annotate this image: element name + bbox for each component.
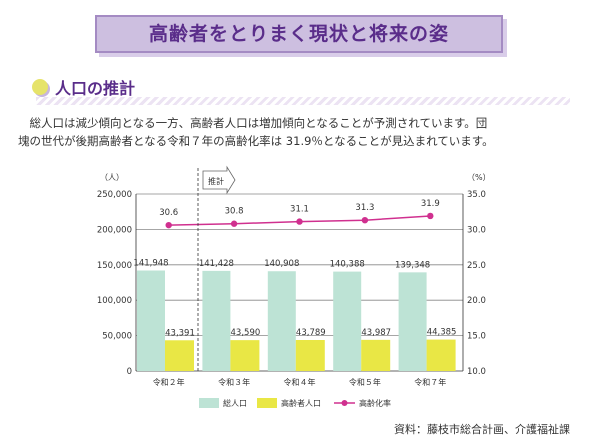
paragraph-line: 塊の世代が後期高齢者となる令和７年の高齢化率は 31.9％となることが見込まれて… bbox=[18, 134, 494, 148]
bar-elderly-population bbox=[165, 340, 194, 371]
x-axis-tick: 令和２年 bbox=[153, 377, 185, 387]
data-label-rate: 30.8 bbox=[225, 207, 244, 217]
bar-total-population bbox=[202, 270, 231, 371]
data-label-total: 141,948 bbox=[133, 259, 168, 269]
data-label-rate: 30.6 bbox=[159, 208, 178, 218]
left-axis-tick: 50,000 bbox=[102, 332, 132, 342]
bar-total-population bbox=[398, 272, 427, 371]
aging-rate-point bbox=[361, 216, 369, 224]
bar-elderly-population bbox=[295, 339, 325, 371]
section-title: 人口の推計 bbox=[55, 79, 136, 98]
bar-elderly-population bbox=[426, 339, 456, 371]
right-axis-tick: 35.0 bbox=[467, 190, 486, 200]
right-axis-tick: 30.0 bbox=[467, 225, 486, 235]
legend-label: 高齢化率 bbox=[359, 398, 391, 408]
aging-rate-point bbox=[230, 220, 238, 227]
legend-marker-rate bbox=[341, 400, 348, 406]
right-axis-tick: 10.0 bbox=[467, 367, 486, 377]
data-label-elderly: 43,987 bbox=[361, 328, 391, 338]
right-axis-tick: 25.0 bbox=[467, 261, 486, 271]
source-note: 資料：藤枝市総合計画、介護福祉課 bbox=[394, 423, 570, 436]
bar-total-population bbox=[137, 270, 165, 371]
bar-elderly-population bbox=[361, 339, 391, 371]
data-label-elderly: 44,385 bbox=[427, 328, 457, 338]
section-heading: 人口の推計 bbox=[32, 76, 135, 98]
data-label-total: 141,428 bbox=[199, 259, 234, 269]
forecast-arrow-icon bbox=[202, 165, 236, 195]
legend-label: 総人口 bbox=[223, 398, 247, 408]
paragraph-line: 総人口は減少傾向となる一方、高齢者人口は増加傾向となることが予測されています。団 bbox=[18, 116, 488, 130]
section-divider bbox=[36, 97, 570, 105]
left-axis-unit: （人） bbox=[100, 173, 124, 182]
left-axis-tick: 200,000 bbox=[97, 225, 132, 235]
data-label-total: 140,908 bbox=[264, 259, 299, 269]
aging-rate-point bbox=[296, 218, 303, 225]
left-axis-tick: 150,000 bbox=[97, 261, 132, 271]
legend-label: 高齢者人口 bbox=[281, 398, 321, 408]
bar-elderly-population bbox=[230, 340, 260, 371]
left-axis-tick: 0 bbox=[127, 367, 132, 377]
data-label-elderly: 43,590 bbox=[231, 328, 261, 338]
x-axis-tick: 令和３年 bbox=[218, 377, 250, 387]
left-axis-tick: 100,000 bbox=[97, 296, 132, 306]
data-label-rate: 31.3 bbox=[355, 203, 374, 213]
page-title: 高齢者をとりまく現状と将来の姿 bbox=[95, 15, 503, 53]
data-label-total: 140,388 bbox=[330, 260, 365, 270]
right-axis-tick: 15.0 bbox=[467, 332, 486, 342]
aging-rate-point bbox=[427, 212, 434, 220]
bullet-circle-icon bbox=[32, 79, 48, 95]
data-label-rate: 31.9 bbox=[421, 199, 440, 209]
bar-total-population bbox=[267, 271, 296, 371]
forecast-label: 推計 bbox=[208, 176, 224, 186]
right-axis-tick: 20.0 bbox=[467, 296, 486, 306]
legend-swatch-elderly bbox=[257, 398, 277, 408]
x-axis-tick: 令和５年 bbox=[349, 377, 381, 387]
left-axis-tick: 250,000 bbox=[97, 190, 132, 200]
legend-swatch-total bbox=[199, 398, 219, 408]
description-paragraph: 総人口は減少傾向となる一方、高齢者人口は増加傾向となることが予測されています。団… bbox=[18, 114, 588, 150]
data-label-elderly: 43,789 bbox=[296, 328, 326, 338]
data-label-elderly: 43,391 bbox=[165, 328, 195, 338]
aging-rate-point bbox=[165, 221, 172, 229]
x-axis-tick: 令和７年 bbox=[414, 377, 446, 387]
data-label-total: 139,348 bbox=[395, 260, 430, 270]
bar-total-population bbox=[333, 271, 362, 371]
data-label-rate: 31.1 bbox=[290, 205, 309, 215]
x-axis-tick: 令和４年 bbox=[284, 377, 316, 387]
right-axis-unit: （%） bbox=[467, 173, 491, 182]
